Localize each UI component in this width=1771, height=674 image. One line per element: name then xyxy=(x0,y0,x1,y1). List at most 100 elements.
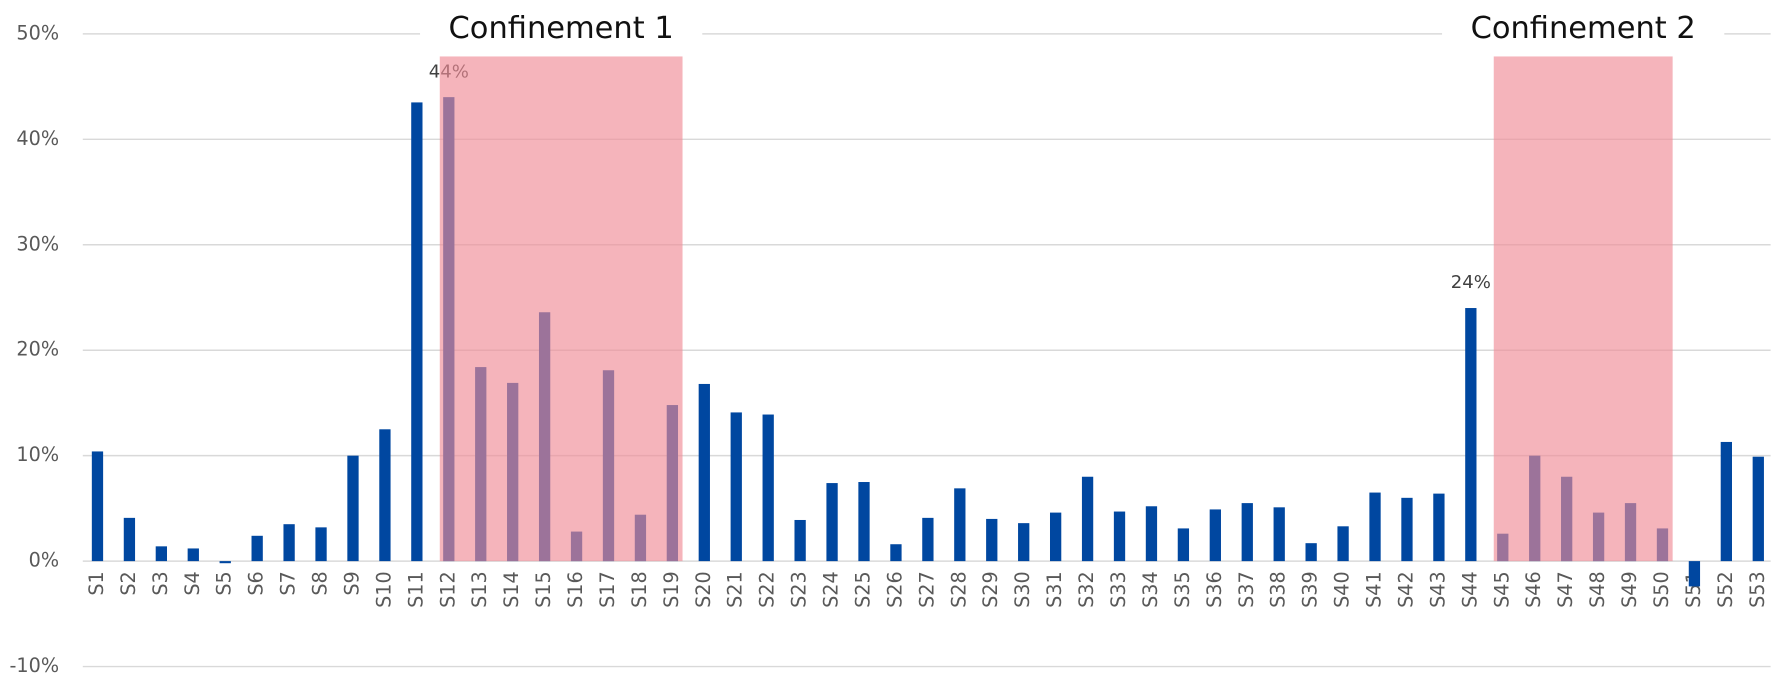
bar xyxy=(1465,308,1477,562)
x-tick-label: S13 xyxy=(468,571,491,608)
x-tick-label: S30 xyxy=(1011,571,1034,608)
bar xyxy=(954,488,966,562)
x-tick-label: S9 xyxy=(340,571,363,595)
bar xyxy=(1145,506,1158,562)
bar xyxy=(1337,526,1349,562)
bar xyxy=(1081,476,1094,562)
bar xyxy=(1401,497,1413,562)
x-tick-label: S50 xyxy=(1650,571,1673,608)
bar xyxy=(91,451,104,562)
x-tick-label: S11 xyxy=(404,571,427,608)
bar xyxy=(1720,441,1732,562)
bar xyxy=(986,518,998,562)
x-tick-label: S5 xyxy=(213,571,236,595)
period-label-bg xyxy=(420,9,703,50)
bar xyxy=(1049,512,1062,562)
x-tick-label: S37 xyxy=(1235,571,1258,608)
x-tick-label: S24 xyxy=(820,571,843,608)
x-tick-label: S47 xyxy=(1554,571,1577,608)
x-tick-label: S27 xyxy=(915,571,938,608)
bar xyxy=(1305,543,1317,562)
x-tick-label: S35 xyxy=(1171,571,1194,608)
data-label: 24% xyxy=(1451,272,1491,293)
x-tick-label: S18 xyxy=(628,571,651,608)
bar xyxy=(379,429,391,562)
y-tick-label: 10% xyxy=(16,443,59,466)
bar xyxy=(698,383,710,562)
y-tick-label: 30% xyxy=(16,232,59,255)
x-tick-label: S36 xyxy=(1203,571,1226,608)
x-tick-label: S17 xyxy=(596,571,619,608)
y-tick-label: 40% xyxy=(16,127,59,150)
x-tick-label: S8 xyxy=(309,571,332,595)
x-tick-label: S48 xyxy=(1586,571,1609,608)
x-tick-label: S33 xyxy=(1107,571,1130,608)
x-tick-label: S20 xyxy=(692,571,715,608)
x-tick-label: S38 xyxy=(1267,571,1290,608)
bar xyxy=(1177,528,1190,562)
x-tick-label: S49 xyxy=(1618,571,1641,608)
bar xyxy=(1688,561,1701,587)
x-tick-label: S39 xyxy=(1299,571,1322,608)
bar xyxy=(315,527,327,562)
x-tick-label: S14 xyxy=(500,571,523,608)
x-tick-label: S42 xyxy=(1394,571,1417,608)
bar xyxy=(826,483,838,562)
period-label-bg xyxy=(1442,9,1725,50)
y-tick-label: -10% xyxy=(10,654,60,674)
x-tick-label: S22 xyxy=(756,571,779,608)
x-tick-label: S43 xyxy=(1426,571,1449,608)
x-tick-label: S28 xyxy=(947,571,970,608)
x-tick-label: S53 xyxy=(1746,571,1769,608)
bar xyxy=(1241,503,1253,562)
bar xyxy=(187,548,199,562)
x-tick-label: S4 xyxy=(181,571,204,595)
x-tick-label: S25 xyxy=(852,571,875,608)
bar xyxy=(730,412,742,562)
x-tick-label: S34 xyxy=(1139,571,1162,608)
x-tick-label: S41 xyxy=(1363,571,1386,608)
bar xyxy=(858,482,870,562)
x-tick-label: S3 xyxy=(149,571,172,595)
y-tick-label: 20% xyxy=(16,338,59,361)
x-tick-label: S15 xyxy=(532,571,555,608)
x-tick-label: S6 xyxy=(245,571,268,595)
x-tick-label: S52 xyxy=(1714,571,1737,608)
period-shade xyxy=(1493,56,1673,562)
x-tick-label: S10 xyxy=(372,571,395,608)
bar xyxy=(123,517,136,562)
period-label: Confinement 1 xyxy=(449,11,674,46)
x-tick-label: S16 xyxy=(564,571,587,608)
x-tick-label: S26 xyxy=(883,571,906,608)
x-tick-label: S21 xyxy=(724,571,747,608)
bar xyxy=(251,535,263,562)
x-tick-label: S31 xyxy=(1043,571,1066,608)
y-tick-label: 50% xyxy=(16,21,59,44)
y-tick-label: 0% xyxy=(29,549,59,572)
bar xyxy=(411,102,423,562)
bar xyxy=(1433,493,1445,562)
bar xyxy=(1018,523,1030,562)
bar xyxy=(1209,509,1221,562)
x-tick-label: S2 xyxy=(117,571,140,595)
x-tick-label: S32 xyxy=(1075,571,1098,608)
bar xyxy=(1369,492,1381,562)
bar xyxy=(283,524,295,562)
x-tick-label: S1 xyxy=(85,571,108,595)
bar xyxy=(1113,511,1126,562)
bar xyxy=(155,546,167,562)
x-tick-label: S46 xyxy=(1522,571,1545,608)
bar xyxy=(1273,507,1285,562)
bar xyxy=(762,414,774,562)
x-tick-label: S44 xyxy=(1458,571,1481,608)
x-tick-label: S19 xyxy=(660,571,683,608)
x-tick-label: S45 xyxy=(1490,571,1513,608)
x-tick-label: S40 xyxy=(1331,571,1354,608)
bar xyxy=(347,455,359,562)
period-label: Confinement 2 xyxy=(1471,11,1696,46)
bar xyxy=(890,544,902,562)
bar xyxy=(794,519,806,562)
period-shade xyxy=(439,56,683,562)
x-tick-label: S23 xyxy=(788,571,811,608)
